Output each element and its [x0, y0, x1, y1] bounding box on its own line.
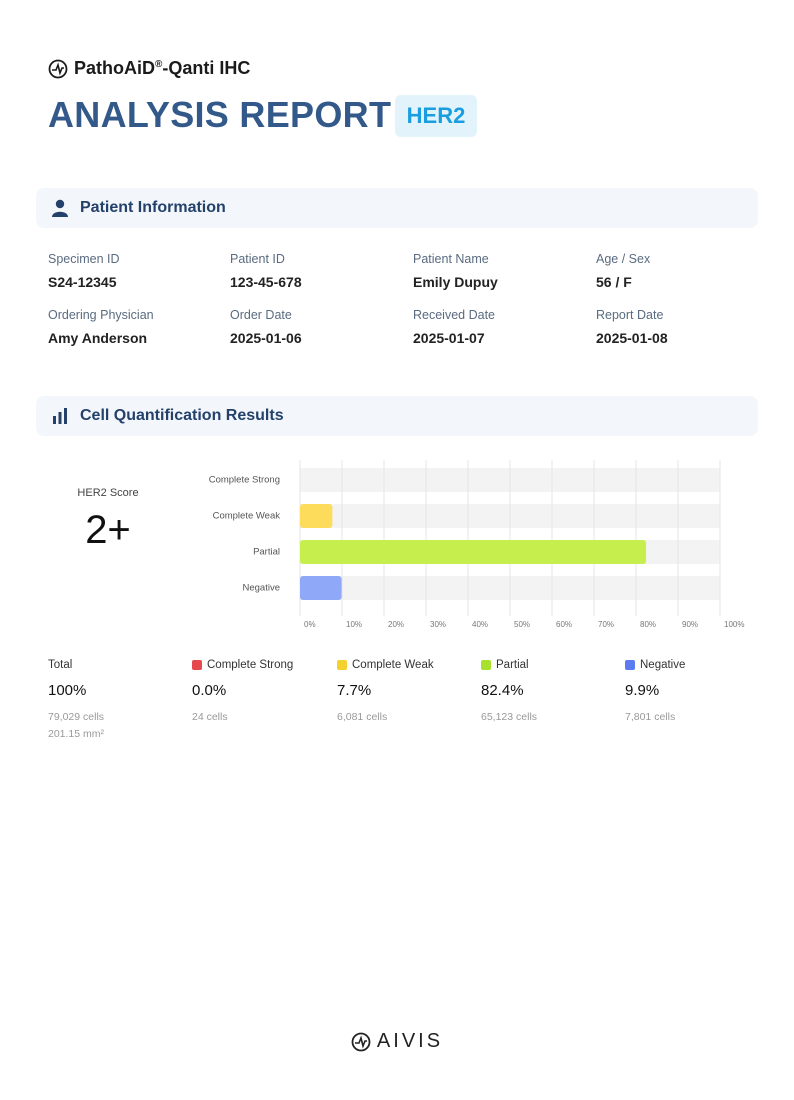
- summary-label: Partial: [481, 659, 529, 671]
- summary-cells: 79,029 cells: [48, 711, 105, 723]
- brand: PathoAiD®-Qanti IHC: [48, 58, 250, 79]
- x-tick-label: 90%: [682, 620, 698, 629]
- summary-area: 201.15 mm²: [48, 728, 105, 740]
- field-label: Report Date: [596, 308, 664, 322]
- x-tick-label: 60%: [556, 620, 572, 629]
- section-header: Cell Quantification Results: [36, 396, 758, 436]
- footer-icon: [351, 1032, 371, 1051]
- bar: [300, 576, 342, 600]
- section-title: Patient Information: [80, 199, 226, 216]
- legend-swatch: [192, 660, 202, 670]
- bar: [300, 504, 333, 528]
- summary-cells: 65,123 cells: [481, 711, 538, 723]
- field-label: Received Date: [413, 308, 495, 322]
- score-label: HER2 Score: [77, 487, 139, 499]
- field-label: Ordering Physician: [48, 308, 154, 322]
- person-icon: [52, 199, 68, 217]
- summary-label-text: Partial: [496, 659, 529, 671]
- x-tick-label: 10%: [346, 620, 362, 629]
- summary-percent: 9.9%: [625, 682, 660, 699]
- field-value: Amy Anderson: [48, 330, 148, 346]
- summary-percent: 0.0%: [192, 682, 227, 699]
- summary-label: Complete Strong: [192, 659, 293, 671]
- footer-text: AIVIS: [376, 1030, 444, 1052]
- field-value: 123-45-678: [230, 274, 302, 290]
- brand-mark: ®: [155, 59, 163, 70]
- summary-percent: 100%: [48, 682, 87, 699]
- report-title: ANALYSIS REPORT: [48, 94, 392, 135]
- field-label: Order Date: [230, 308, 292, 322]
- legend-swatch: [625, 660, 635, 670]
- brand-icon: [48, 59, 68, 78]
- section-title: Cell Quantification Results: [80, 407, 284, 424]
- summary-label: Negative: [625, 659, 685, 671]
- summary-label-text: Negative: [640, 659, 686, 671]
- y-tick-label: Partial: [253, 547, 280, 558]
- field-label: Age / Sex: [596, 252, 651, 266]
- marker-badge: HER2: [395, 95, 477, 137]
- brand-name: PathoAiD: [74, 58, 155, 78]
- bar-chart: 0% 10% 20% 30% 40% 50% 60% 70% 80% 90% 100% Complet…: [209, 460, 744, 629]
- field-label: Patient Name: [413, 252, 489, 266]
- summary-cells: 7,801 cells: [625, 711, 676, 723]
- x-tick-label: 0%: [304, 620, 316, 629]
- bar: [300, 540, 647, 564]
- summary-cells: 24 cells: [192, 711, 228, 723]
- legend-swatch: [481, 660, 491, 670]
- x-tick-label: 50%: [514, 620, 530, 629]
- legend-swatch: [337, 660, 347, 670]
- summary-label-text: Total: [48, 659, 73, 671]
- summary-label-text: Complete Strong: [207, 659, 294, 671]
- summary-percent: 82.4%: [481, 682, 524, 699]
- summary-cells: 6,081 cells: [337, 711, 388, 723]
- x-tick-label: 70%: [598, 620, 614, 629]
- x-tick-label: 40%: [472, 620, 488, 629]
- summary-label: Complete Weak: [337, 659, 434, 671]
- x-tick-label: 100%: [724, 620, 744, 629]
- brand-suffix: -Qanti IHC: [162, 58, 251, 78]
- y-tick-label: Negative: [243, 583, 281, 594]
- x-tick-label: 20%: [388, 620, 404, 629]
- y-tick-label: Complete Weak: [213, 511, 281, 522]
- field-label: Specimen ID: [48, 252, 120, 266]
- section-header: Patient Information: [36, 188, 758, 228]
- x-tick-label: 30%: [430, 620, 446, 629]
- y-tick-label: Complete Strong: [209, 475, 280, 486]
- field-value: 2025-01-07: [413, 330, 485, 346]
- x-tick-label: 80%: [640, 620, 656, 629]
- summary-label: Total: [48, 659, 72, 671]
- summary-percent: 7.7%: [337, 682, 372, 699]
- field-value: S24-12345: [48, 274, 117, 290]
- chart-icon: [53, 408, 67, 424]
- field-value: 56 / F: [596, 274, 632, 290]
- field-value: 2025-01-08: [596, 330, 668, 346]
- summary-label-text: Complete Weak: [352, 659, 434, 671]
- field-label: Patient ID: [230, 252, 285, 266]
- score: 2+: [85, 508, 131, 552]
- footer-logo: AIVIS: [0, 1030, 794, 1053]
- field-value: 2025-01-06: [230, 330, 302, 346]
- field-value: Emily Dupuy: [413, 274, 498, 290]
